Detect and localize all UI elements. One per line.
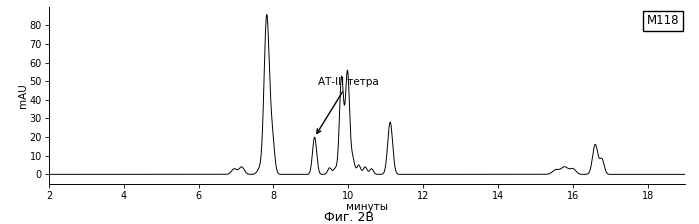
Y-axis label: mAU: mAU <box>18 83 28 108</box>
X-axis label: минуты: минуты <box>346 202 388 212</box>
Text: М118: М118 <box>647 14 679 27</box>
Text: Фиг. 2В: Фиг. 2В <box>324 211 375 224</box>
Text: АТ-III тетра: АТ-III тетра <box>317 77 379 134</box>
